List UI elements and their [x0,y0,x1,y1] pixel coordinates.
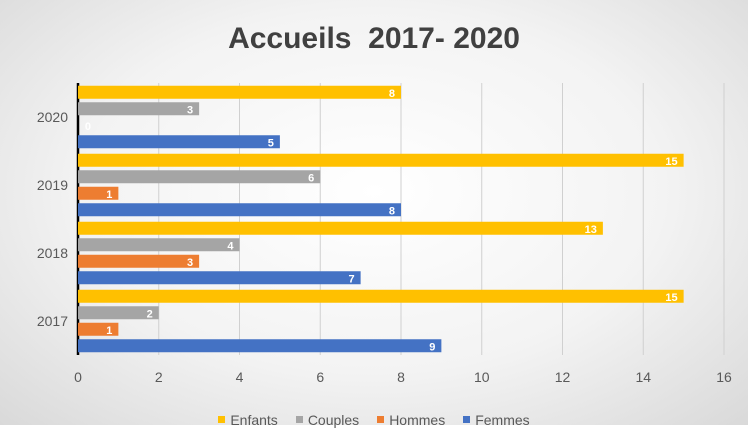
legend-label: Enfants [230,411,278,428]
bar-enfants [78,153,684,167]
y-category-label: 2019 [37,177,68,193]
legend-item: Hommes [377,412,445,428]
data-label: 8 [389,205,395,217]
bar-hommes [78,186,119,200]
bar-hommes [78,322,119,336]
data-label: 7 [349,273,355,285]
bar-femmes [78,135,280,149]
bar-femmes [78,339,442,353]
bar-hommes [78,254,200,268]
x-tick-label: 10 [474,369,490,385]
legend-label: Femmes [475,411,530,428]
legend-swatch [295,416,303,423]
y-category-label: 2020 [37,109,68,125]
x-tick-label: 2 [155,369,163,385]
bar-enfants [78,85,401,99]
legend-label: Couples [307,411,360,428]
chart-title: Accueils 2017- 2020 [228,22,520,55]
y-category-label: 2018 [37,245,68,261]
bar-femmes [78,203,401,217]
x-tick-label: 6 [316,369,324,385]
x-tick-label: 8 [397,369,405,385]
data-label: 2 [147,308,153,320]
x-tick-label: 16 [716,369,732,385]
legend-swatch [218,416,226,423]
legend-item: Couples [295,411,360,428]
bar-enfants [78,289,684,303]
data-label: 5 [268,137,274,149]
bar-femmes [78,271,361,285]
data-label: 15 [665,156,677,168]
data-label: 3 [187,104,193,116]
legend-item: Femmes [463,411,530,428]
data-label: 1 [106,325,112,337]
bar-couples [78,102,200,116]
data-label: 8 [389,88,395,100]
data-label: 13 [585,224,597,236]
x-tick-label: 4 [236,369,244,385]
bar-enfants [78,221,603,235]
y-category-label: 2017 [37,313,68,329]
data-label: 3 [187,257,193,269]
x-tick-label: 12 [555,369,571,385]
bar-couples [78,306,159,320]
data-label: 6 [308,172,314,184]
data-label: 15 [665,292,677,304]
bar-couples [78,238,240,252]
x-tick-label: 14 [635,369,651,385]
data-label: 1 [106,189,112,201]
data-label: 9 [429,341,435,353]
data-label: 4 [227,240,234,252]
legend-swatch [377,416,385,423]
legend-label: Hommes [389,411,446,428]
legend-swatch [463,416,471,423]
legend-item: Enfants [218,411,278,428]
x-tick-label: 0 [74,369,82,385]
legend: Enfants Couples Hommes Femmes [0,410,748,428]
data-label: 0 [85,121,91,133]
bar-couples [78,170,321,184]
